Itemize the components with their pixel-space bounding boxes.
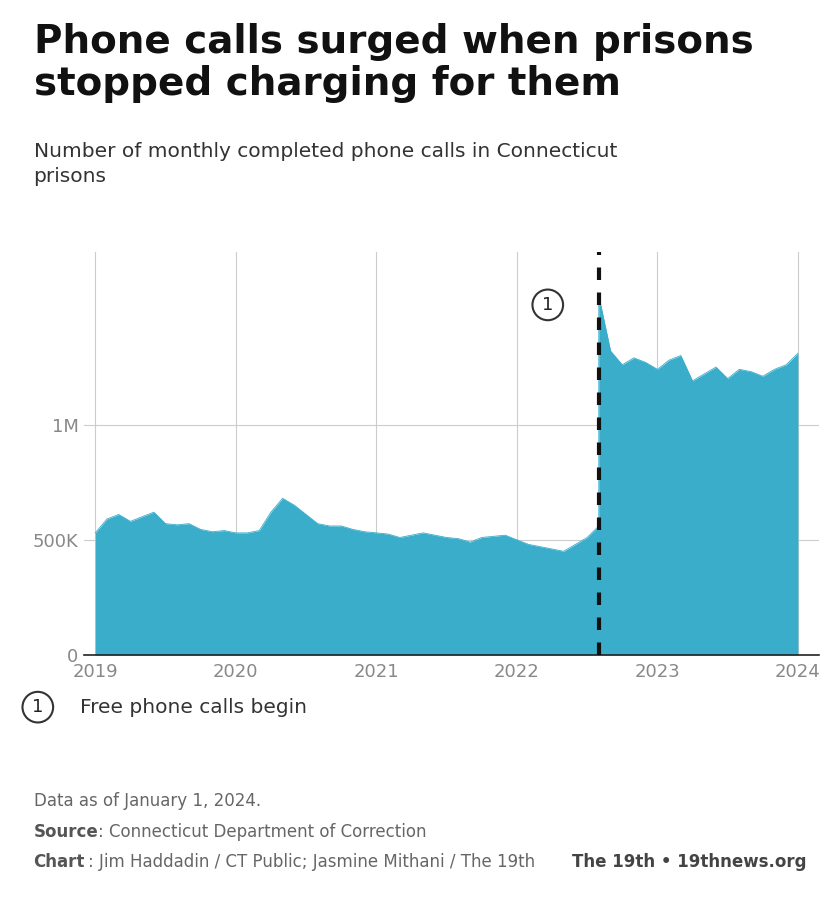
Text: Number of monthly completed phone calls in Connecticut
prisons: Number of monthly completed phone calls …	[34, 142, 617, 186]
Text: Chart: Chart	[34, 853, 85, 871]
Text: 1: 1	[32, 698, 44, 716]
Text: : Connecticut Department of Correction: : Connecticut Department of Correction	[98, 823, 427, 842]
Text: The 19th • 19thnews.org: The 19th • 19thnews.org	[572, 853, 806, 871]
Text: Data as of January 1, 2024.: Data as of January 1, 2024.	[34, 792, 260, 811]
Text: Phone calls surged when prisons
stopped charging for them: Phone calls surged when prisons stopped …	[34, 23, 753, 104]
Text: 1: 1	[542, 296, 554, 314]
Text: Free phone calls begin: Free phone calls begin	[80, 698, 307, 716]
Text: : Jim Haddadin / CT Public; Jasmine Mithani / The 19th: : Jim Haddadin / CT Public; Jasmine Mith…	[88, 853, 535, 871]
Text: Source: Source	[34, 823, 98, 842]
